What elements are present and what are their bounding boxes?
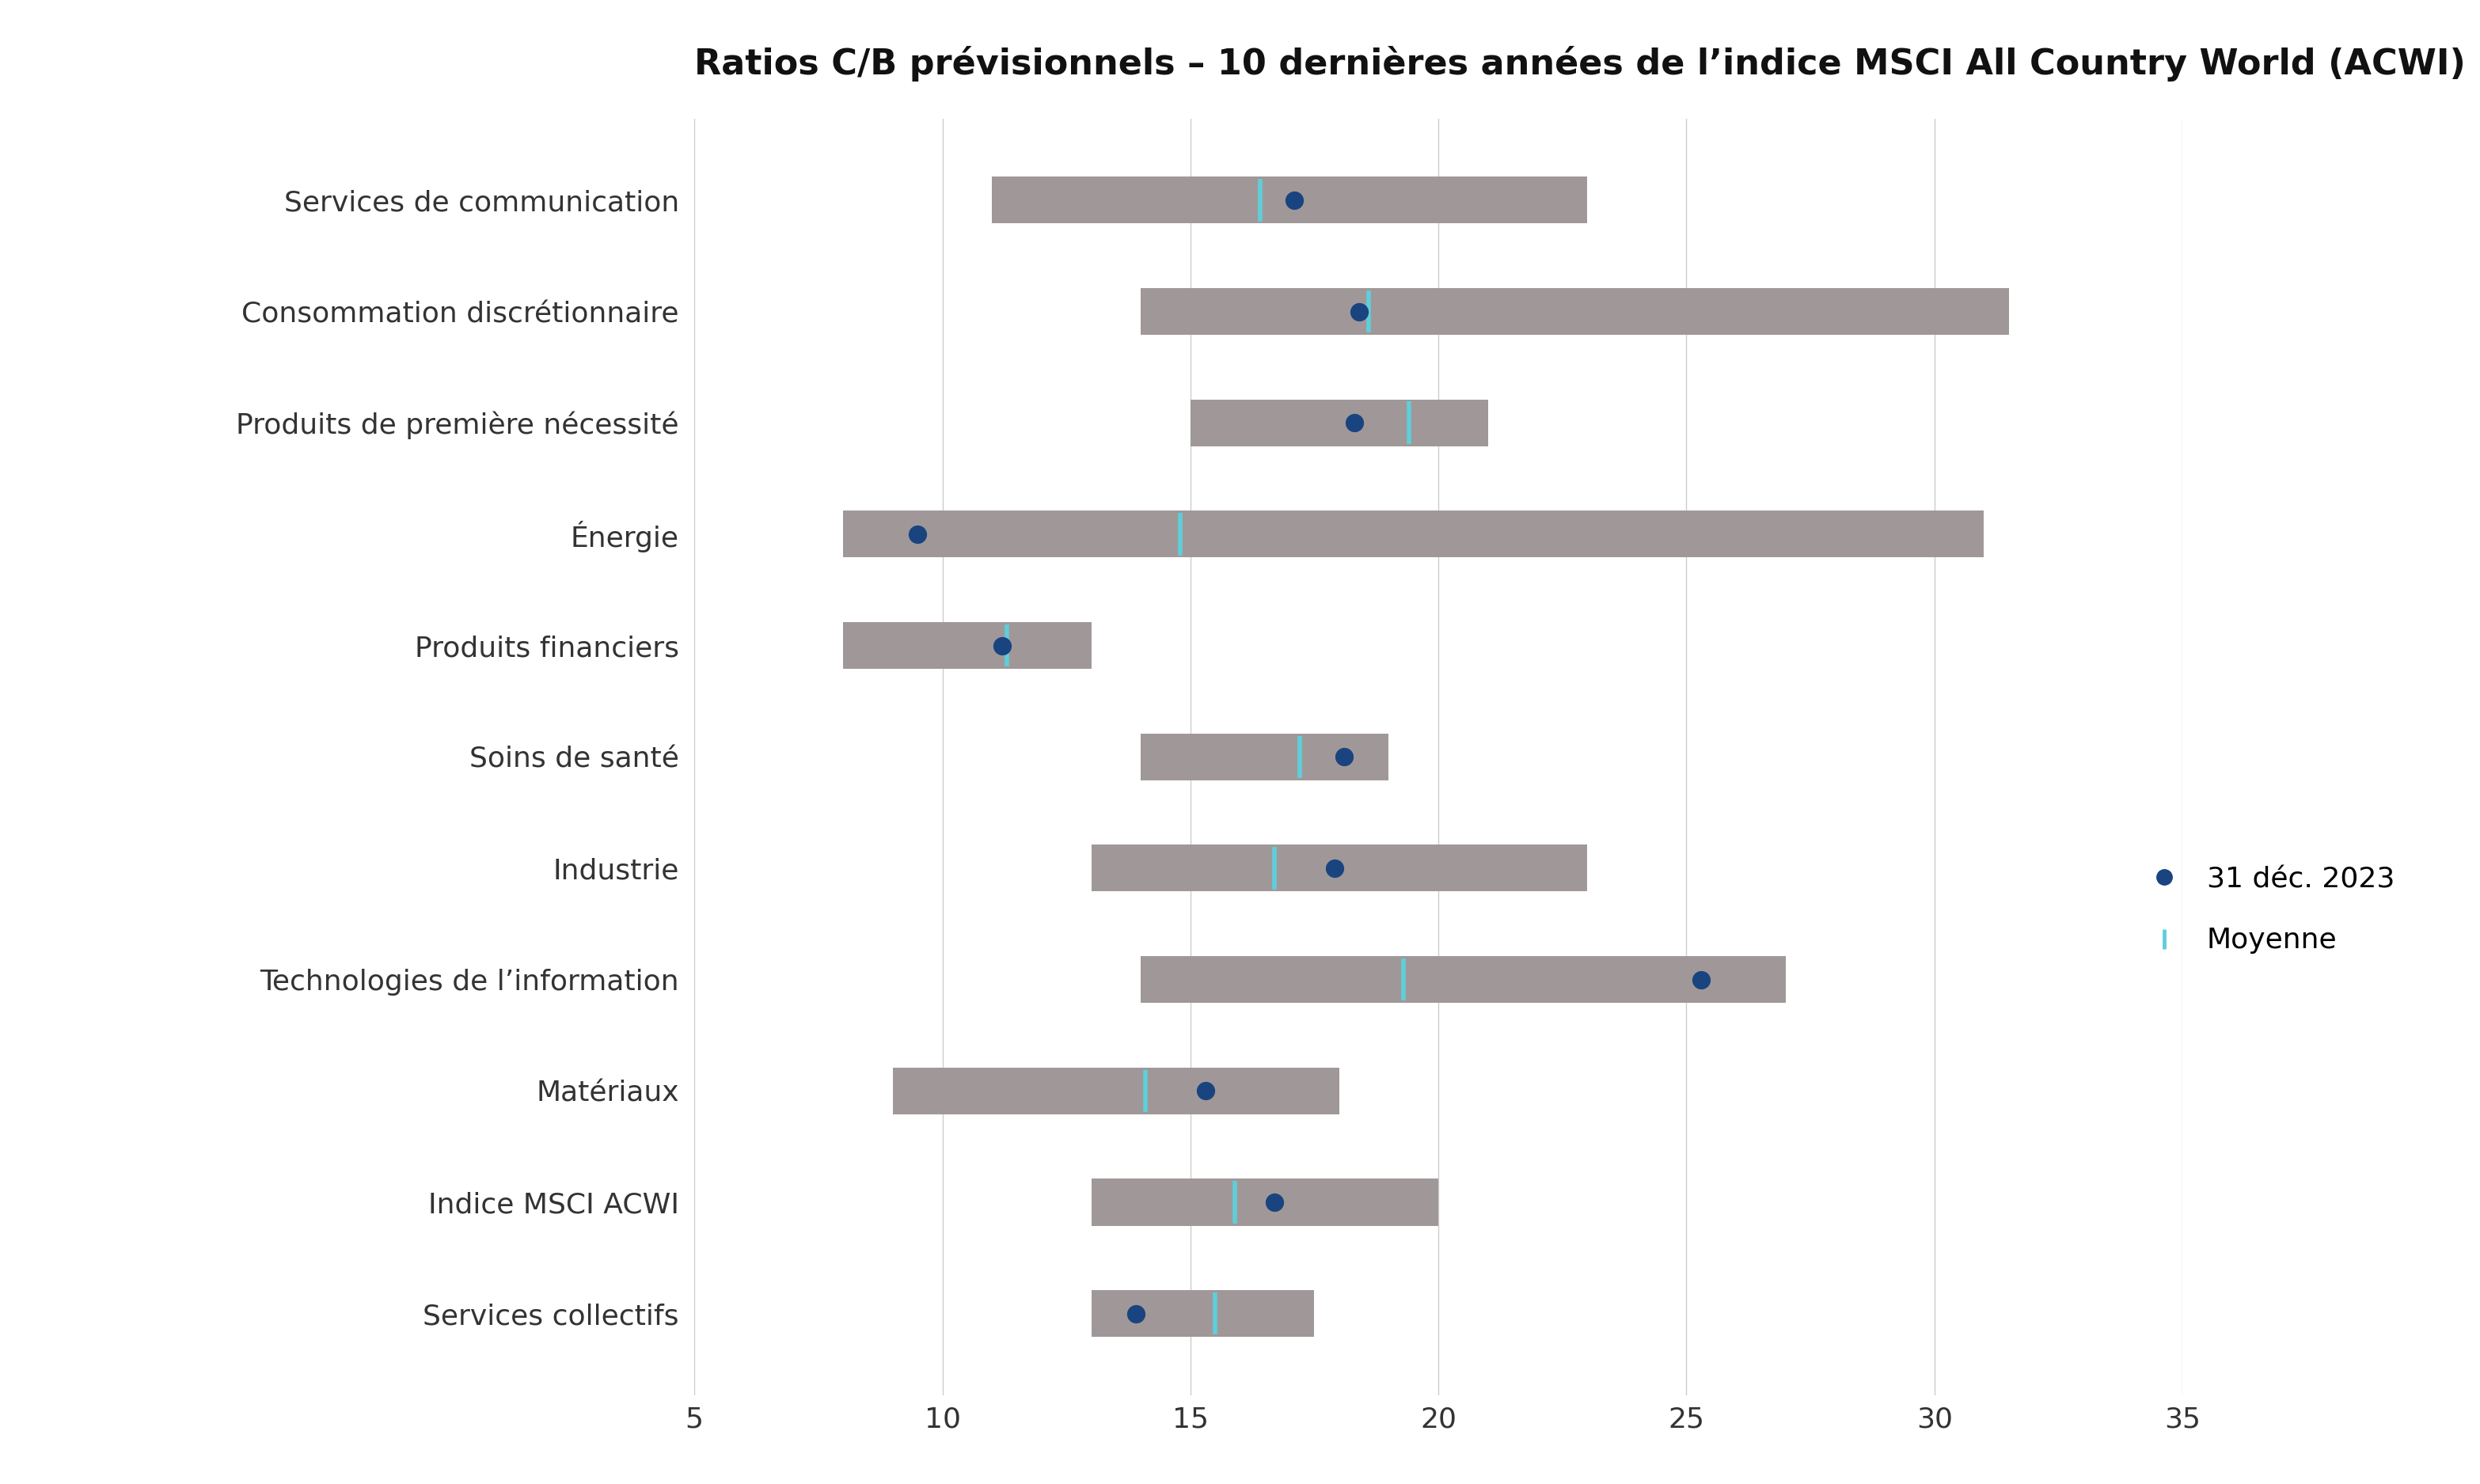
Bar <box>992 177 1587 224</box>
Point <box>1324 745 1364 769</box>
Point <box>1339 300 1379 324</box>
Bar <box>1091 1290 1314 1337</box>
Point <box>1185 1079 1225 1103</box>
Bar <box>1141 288 2009 335</box>
Bar <box>1091 844 1587 892</box>
Bar <box>893 1067 1339 1114</box>
Bar <box>1091 1178 1438 1226</box>
Bar <box>843 622 1091 669</box>
Point <box>1275 188 1314 212</box>
Bar <box>1141 956 1786 1003</box>
Bar <box>1141 733 1389 781</box>
Point <box>1116 1301 1156 1325</box>
Point <box>982 634 1022 657</box>
Bar <box>843 510 1984 558</box>
Text: Ratios C/B prévisionnels – 10 dernières années de l’indice MSCI All Country Worl: Ratios C/B prévisionnels – 10 dernières … <box>694 46 2465 82</box>
Legend: 31 déc. 2023, Moyenne: 31 déc. 2023, Moyenne <box>2138 855 2406 966</box>
Point <box>1334 411 1374 435</box>
Bar <box>1190 399 1488 447</box>
Point <box>1314 856 1354 880</box>
Point <box>1255 1190 1295 1214</box>
Point <box>1681 968 1721 991</box>
Point <box>898 522 937 546</box>
